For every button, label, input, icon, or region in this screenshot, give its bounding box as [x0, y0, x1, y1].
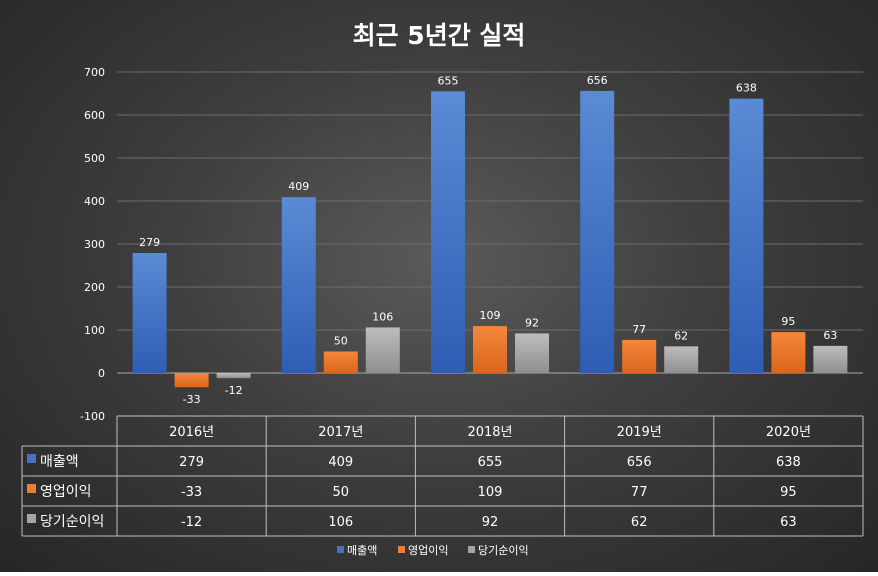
data-label: 92	[525, 316, 539, 329]
bar-3-2	[365, 327, 400, 373]
legend-label: 매출액	[347, 544, 377, 557]
legend-swatch	[337, 546, 344, 553]
data-label: -12	[225, 384, 243, 397]
bar-2-5	[771, 332, 806, 373]
y-tick-label: 400	[84, 195, 105, 208]
bar-3-3	[515, 333, 549, 373]
gridlines	[117, 71, 863, 374]
table-series-name: 영업이익	[40, 484, 92, 500]
bar-2-3	[473, 326, 507, 373]
y-tick-label: 500	[84, 152, 105, 165]
chart-title: 최근 5년간 실적	[353, 21, 526, 50]
legend-swatch	[468, 546, 475, 553]
bar-1-2	[281, 197, 316, 373]
legend-label: 당기순이익	[478, 544, 529, 557]
bar-2-1	[174, 373, 209, 388]
series-key	[27, 484, 36, 493]
table-cell-value: 638	[776, 455, 801, 470]
y-tick-label: 700	[84, 66, 105, 79]
y-tick-label: 100	[84, 324, 105, 337]
legend: 매출액 영업이익 당기순이익	[337, 544, 529, 557]
y-tick-label: 600	[84, 109, 105, 122]
x-category-label: 2020년	[766, 425, 811, 440]
bar-3-5	[813, 345, 848, 373]
table-cell-value: 656	[627, 455, 652, 470]
bar-3-1	[216, 373, 251, 379]
data-label: 655	[438, 74, 459, 87]
data-label: 62	[674, 329, 688, 342]
table-series-name: 매출액	[40, 454, 79, 470]
y-tick-label: 0	[98, 367, 105, 380]
legend-swatch	[398, 546, 405, 553]
bar-3-4	[664, 346, 699, 373]
series-key	[27, 514, 36, 523]
legend-label: 영업이익	[408, 544, 448, 557]
data-label: 279	[139, 236, 160, 249]
bar-1-5	[729, 98, 764, 373]
table-cell-value: 63	[780, 515, 797, 530]
table-cell-value: 279	[179, 455, 204, 470]
table-cell-value: 77	[631, 485, 648, 500]
data-label: 409	[288, 180, 309, 193]
table-cell-value: 92	[482, 515, 499, 530]
data-label: 106	[372, 310, 393, 323]
data-label: 109	[480, 309, 501, 322]
data-label: -33	[183, 393, 201, 406]
series-key	[27, 454, 36, 463]
data-label: 77	[632, 323, 646, 336]
x-category-label: 2016년	[169, 425, 214, 440]
bar-2-2	[323, 351, 358, 373]
y-tick-label: -100	[80, 410, 105, 423]
table-cell-value: 95	[780, 485, 797, 500]
table-cell-value: -33	[181, 485, 202, 500]
data-labels: 279 -33 -12 409 50 106 655 109 92 656 77 62 638 95 63	[139, 74, 837, 406]
y-axis-ticks: -100 0 100 200 300 400 500 600 700	[80, 66, 105, 423]
data-label: 638	[736, 82, 757, 95]
bar-1-3	[431, 91, 465, 373]
table-cell-value: 62	[631, 515, 648, 530]
table-cell-value: 655	[478, 455, 503, 470]
x-category-label: 2017년	[318, 425, 363, 440]
y-tick-label: 200	[84, 281, 105, 294]
x-category-label: 2019년	[617, 425, 662, 440]
data-label: 95	[781, 315, 795, 328]
table-cell-value: -12	[181, 515, 202, 530]
table-series-name: 당기순이익	[40, 514, 104, 530]
table-cell-value: 409	[328, 455, 353, 470]
bar-1-1	[132, 253, 167, 373]
bar-1-4	[580, 90, 615, 374]
x-category-label: 2018년	[467, 425, 512, 440]
data-label: 656	[587, 74, 608, 87]
table-cell-value: 109	[478, 485, 503, 500]
data-label: 50	[334, 335, 348, 348]
table-cell-value: 50	[333, 485, 350, 500]
y-tick-label: 300	[84, 238, 105, 251]
bars	[132, 90, 848, 388]
data-label: 63	[823, 329, 837, 342]
bar-2-4	[622, 339, 657, 373]
table-cell-value: 106	[328, 515, 353, 530]
